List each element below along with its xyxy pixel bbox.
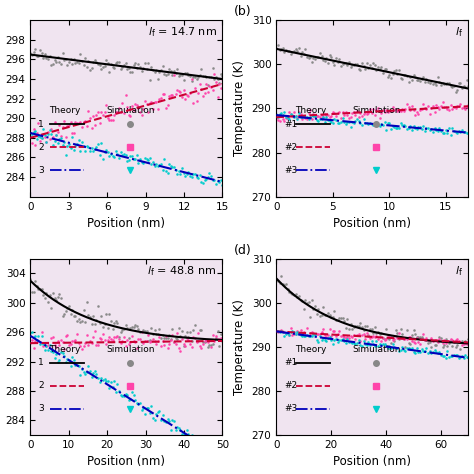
Text: Simulation: Simulation bbox=[352, 107, 401, 116]
X-axis label: Position (nm): Position (nm) bbox=[87, 217, 165, 230]
Text: $l_\mathrm{f}$: $l_\mathrm{f}$ bbox=[455, 264, 463, 278]
Text: 1: 1 bbox=[38, 358, 44, 367]
Y-axis label: Temperature (K): Temperature (K) bbox=[233, 299, 246, 395]
Text: 3: 3 bbox=[38, 166, 44, 175]
Text: Simulation: Simulation bbox=[106, 345, 155, 354]
X-axis label: Position (nm): Position (nm) bbox=[333, 456, 411, 468]
X-axis label: Position (nm): Position (nm) bbox=[87, 456, 165, 468]
Text: #1: #1 bbox=[284, 120, 297, 129]
Text: #2: #2 bbox=[284, 381, 297, 390]
Text: Theory: Theory bbox=[295, 345, 327, 354]
Text: #1: #1 bbox=[284, 358, 297, 367]
Text: Simulation: Simulation bbox=[106, 107, 155, 116]
Text: (b): (b) bbox=[234, 5, 252, 18]
Text: Simulation: Simulation bbox=[352, 345, 401, 354]
Text: (d): (d) bbox=[234, 244, 252, 257]
X-axis label: Position (nm): Position (nm) bbox=[333, 217, 411, 230]
Y-axis label: Temperature (K): Temperature (K) bbox=[233, 61, 246, 156]
Text: 2: 2 bbox=[38, 143, 44, 152]
Text: #3: #3 bbox=[284, 166, 297, 175]
Text: 1: 1 bbox=[38, 120, 44, 129]
Text: #3: #3 bbox=[284, 404, 297, 413]
Text: 3: 3 bbox=[38, 404, 44, 413]
Text: $l_\mathrm{f}$ = 48.8 nm: $l_\mathrm{f}$ = 48.8 nm bbox=[147, 264, 217, 278]
Text: Theory: Theory bbox=[49, 345, 81, 354]
Text: $l_\mathrm{f}$: $l_\mathrm{f}$ bbox=[455, 26, 463, 39]
Text: #2: #2 bbox=[284, 143, 297, 152]
Text: $l_\mathrm{f}$ = 14.7 nm: $l_\mathrm{f}$ = 14.7 nm bbox=[148, 26, 217, 39]
Text: 2: 2 bbox=[38, 381, 44, 390]
Text: Theory: Theory bbox=[295, 107, 327, 116]
Text: Theory: Theory bbox=[49, 107, 81, 116]
